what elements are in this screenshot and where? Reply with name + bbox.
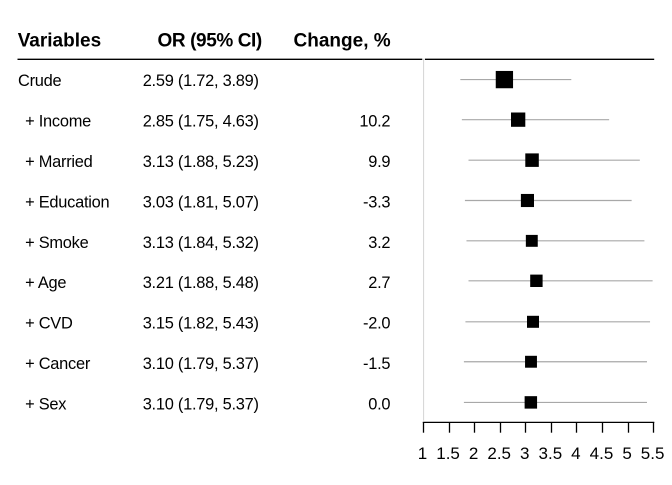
svg-text:+ Education: + Education	[25, 193, 109, 211]
svg-text:3.10 (1.79, 5.37): 3.10 (1.79, 5.37)	[143, 396, 259, 414]
svg-text:-2.0: -2.0	[363, 315, 390, 333]
svg-text:3.10 (1.79, 5.37): 3.10 (1.79, 5.37)	[143, 355, 259, 373]
svg-text:0.0: 0.0	[368, 396, 390, 414]
svg-text:2.59 (1.72, 3.89): 2.59 (1.72, 3.89)	[143, 72, 259, 90]
svg-text:5.5: 5.5	[641, 444, 665, 463]
svg-text:3.15 (1.82, 5.43): 3.15 (1.82, 5.43)	[143, 315, 259, 333]
svg-text:+ Income: + Income	[25, 112, 91, 130]
svg-text:4: 4	[571, 444, 580, 463]
svg-text:2: 2	[469, 444, 478, 463]
svg-text:OR (95% CI): OR (95% CI)	[158, 31, 262, 52]
svg-text:1: 1	[418, 444, 427, 463]
svg-text:10.2: 10.2	[359, 112, 390, 130]
svg-text:1.5: 1.5	[436, 444, 460, 463]
svg-text:3: 3	[520, 444, 529, 463]
svg-text:2.85 (1.75, 4.63): 2.85 (1.75, 4.63)	[143, 112, 259, 130]
svg-text:3.2: 3.2	[368, 234, 390, 252]
svg-text:2.7: 2.7	[368, 274, 390, 292]
svg-text:-3.3: -3.3	[363, 193, 390, 211]
svg-text:+ CVD: + CVD	[25, 315, 73, 333]
svg-text:Variables: Variables	[18, 31, 101, 52]
svg-text:3.21 (1.88, 5.48): 3.21 (1.88, 5.48)	[143, 274, 259, 292]
svg-text:+ Sex: + Sex	[25, 396, 67, 414]
svg-text:Change, %: Change, %	[294, 31, 391, 52]
svg-text:Crude: Crude	[18, 72, 62, 90]
svg-text:+ Age: + Age	[25, 274, 66, 292]
svg-text:4.5: 4.5	[590, 444, 614, 463]
svg-text:9.9: 9.9	[368, 153, 390, 171]
svg-text:3.5: 3.5	[539, 444, 563, 463]
svg-text:3.13 (1.84, 5.32): 3.13 (1.84, 5.32)	[143, 234, 259, 252]
svg-text:+ Smoke: + Smoke	[25, 234, 89, 252]
svg-text:-1.5: -1.5	[363, 355, 390, 373]
svg-text:+ Married: + Married	[25, 153, 93, 171]
svg-text:3.13 (1.88, 5.23): 3.13 (1.88, 5.23)	[143, 153, 259, 171]
svg-text:3.03 (1.81, 5.07): 3.03 (1.81, 5.07)	[143, 193, 259, 211]
svg-text:2.5: 2.5	[487, 444, 511, 463]
svg-text:5: 5	[622, 444, 631, 463]
svg-text:+ Cancer: + Cancer	[25, 355, 91, 373]
